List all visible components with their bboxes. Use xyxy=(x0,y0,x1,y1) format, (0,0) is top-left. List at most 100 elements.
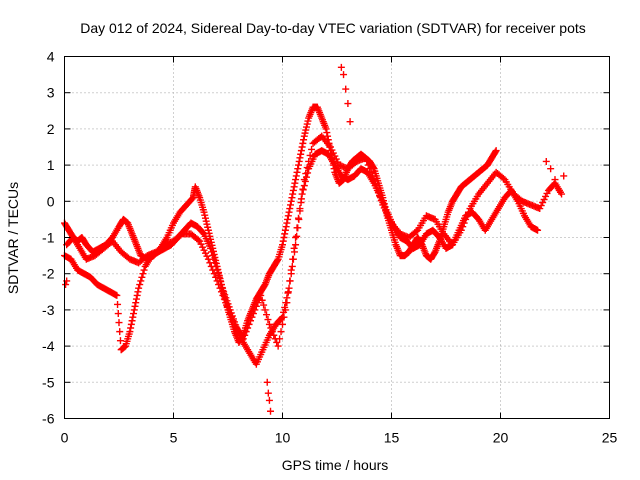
point-track-c xyxy=(363,157,371,165)
point-spike-points xyxy=(62,281,70,289)
point-spike-points xyxy=(337,63,345,71)
point-track-b xyxy=(114,310,122,318)
x-tick-label: 15 xyxy=(384,430,400,446)
point-track-c xyxy=(459,223,467,231)
point-track-c xyxy=(212,273,220,281)
x-tick-label: 20 xyxy=(493,430,509,446)
point-track-c xyxy=(242,328,250,336)
point-track-c xyxy=(286,277,294,285)
point-track-c xyxy=(370,176,378,184)
point-track-a xyxy=(286,201,294,209)
point-track-c xyxy=(463,212,471,220)
point-track-a xyxy=(273,256,281,264)
point-track-a xyxy=(283,219,291,227)
point-track-b xyxy=(207,244,215,252)
point-track-c xyxy=(239,335,247,343)
point-track-c xyxy=(366,165,374,173)
point-track-b xyxy=(288,262,296,270)
point-track-c xyxy=(287,266,295,274)
point-track-c xyxy=(265,320,273,328)
point-track-a xyxy=(369,164,377,172)
point-spike-points xyxy=(263,378,271,386)
point-track-b xyxy=(140,266,148,274)
point-track-b xyxy=(130,310,138,318)
point-track-b xyxy=(116,328,124,336)
point-track-a xyxy=(285,208,293,216)
point-track-a xyxy=(288,194,296,202)
grid-lines xyxy=(64,56,610,419)
point-track-b xyxy=(300,182,308,190)
y-tick-label: -6 xyxy=(42,411,55,427)
point-track-b xyxy=(115,319,123,327)
point-spike-points xyxy=(340,71,348,79)
point-track-c xyxy=(281,306,289,314)
point-track-b xyxy=(127,324,135,332)
point-track-c xyxy=(207,262,215,270)
point-track-c xyxy=(302,170,310,178)
point-track-c xyxy=(270,331,278,339)
point-track-c xyxy=(264,316,272,324)
x-tick-labels: 0 5 10 15 20 25 xyxy=(61,430,618,446)
point-track-c xyxy=(252,302,260,310)
point-track-c xyxy=(206,259,214,267)
point-track-b xyxy=(292,241,300,249)
point-track-c xyxy=(273,338,281,346)
point-spike-points xyxy=(265,396,273,404)
point-track-c xyxy=(460,219,468,227)
point-track-c xyxy=(245,320,253,328)
point-spike-points xyxy=(551,176,559,184)
y-tick-label: -1 xyxy=(42,230,55,246)
point-track-c xyxy=(283,299,291,307)
point-track-b xyxy=(285,284,293,292)
point-track-a xyxy=(290,183,298,191)
point-track-c xyxy=(268,328,276,336)
point-track-c xyxy=(292,234,300,241)
point-track-b xyxy=(208,248,216,256)
point-track-c xyxy=(254,299,262,307)
point-track-a xyxy=(282,223,290,231)
point-track-c xyxy=(289,255,297,263)
point-track-b xyxy=(138,273,146,281)
point-track-a xyxy=(323,129,331,137)
point-track-a xyxy=(492,147,500,155)
point-track-a xyxy=(284,215,292,223)
y-axis-label: SDTVAR / TECUs xyxy=(5,182,21,294)
point-spike-points xyxy=(342,85,350,93)
point-track-c xyxy=(465,208,473,216)
point-spike-points xyxy=(264,389,272,397)
point-track-b xyxy=(139,270,147,278)
point-track-b xyxy=(128,317,136,325)
point-track-c xyxy=(294,214,302,222)
y-tick-label: 4 xyxy=(47,49,55,65)
point-track-c xyxy=(217,288,225,296)
point-track-c xyxy=(374,188,382,196)
point-track-b xyxy=(134,288,142,296)
point-track-b xyxy=(136,281,144,289)
point-track-a xyxy=(279,237,287,245)
axis-ticks xyxy=(64,56,610,419)
point-track-c xyxy=(261,306,269,314)
point-track-c xyxy=(296,205,304,213)
point-track-c xyxy=(412,227,420,235)
point-track-b xyxy=(534,226,542,234)
point-track-c xyxy=(267,324,275,332)
point-track-a xyxy=(289,186,297,194)
point-track-c xyxy=(279,320,286,328)
point-track-c xyxy=(372,180,380,188)
point-track-c xyxy=(274,342,282,350)
point-track-c xyxy=(376,192,384,200)
point-track-b xyxy=(131,302,139,310)
point-track-c xyxy=(216,284,224,292)
point-track-c xyxy=(210,270,218,278)
data-points xyxy=(61,63,568,415)
point-track-c xyxy=(457,226,465,234)
point-spike-points xyxy=(560,172,568,180)
point-track-c xyxy=(247,317,255,325)
point-track-c xyxy=(258,296,266,304)
x-axis-label: GPS time / hours xyxy=(282,457,389,473)
x-tick-label: 10 xyxy=(275,430,291,446)
point-track-c xyxy=(219,291,227,299)
point-track-c xyxy=(499,174,507,182)
point-track-c xyxy=(209,266,217,274)
point-track-a xyxy=(292,176,300,184)
